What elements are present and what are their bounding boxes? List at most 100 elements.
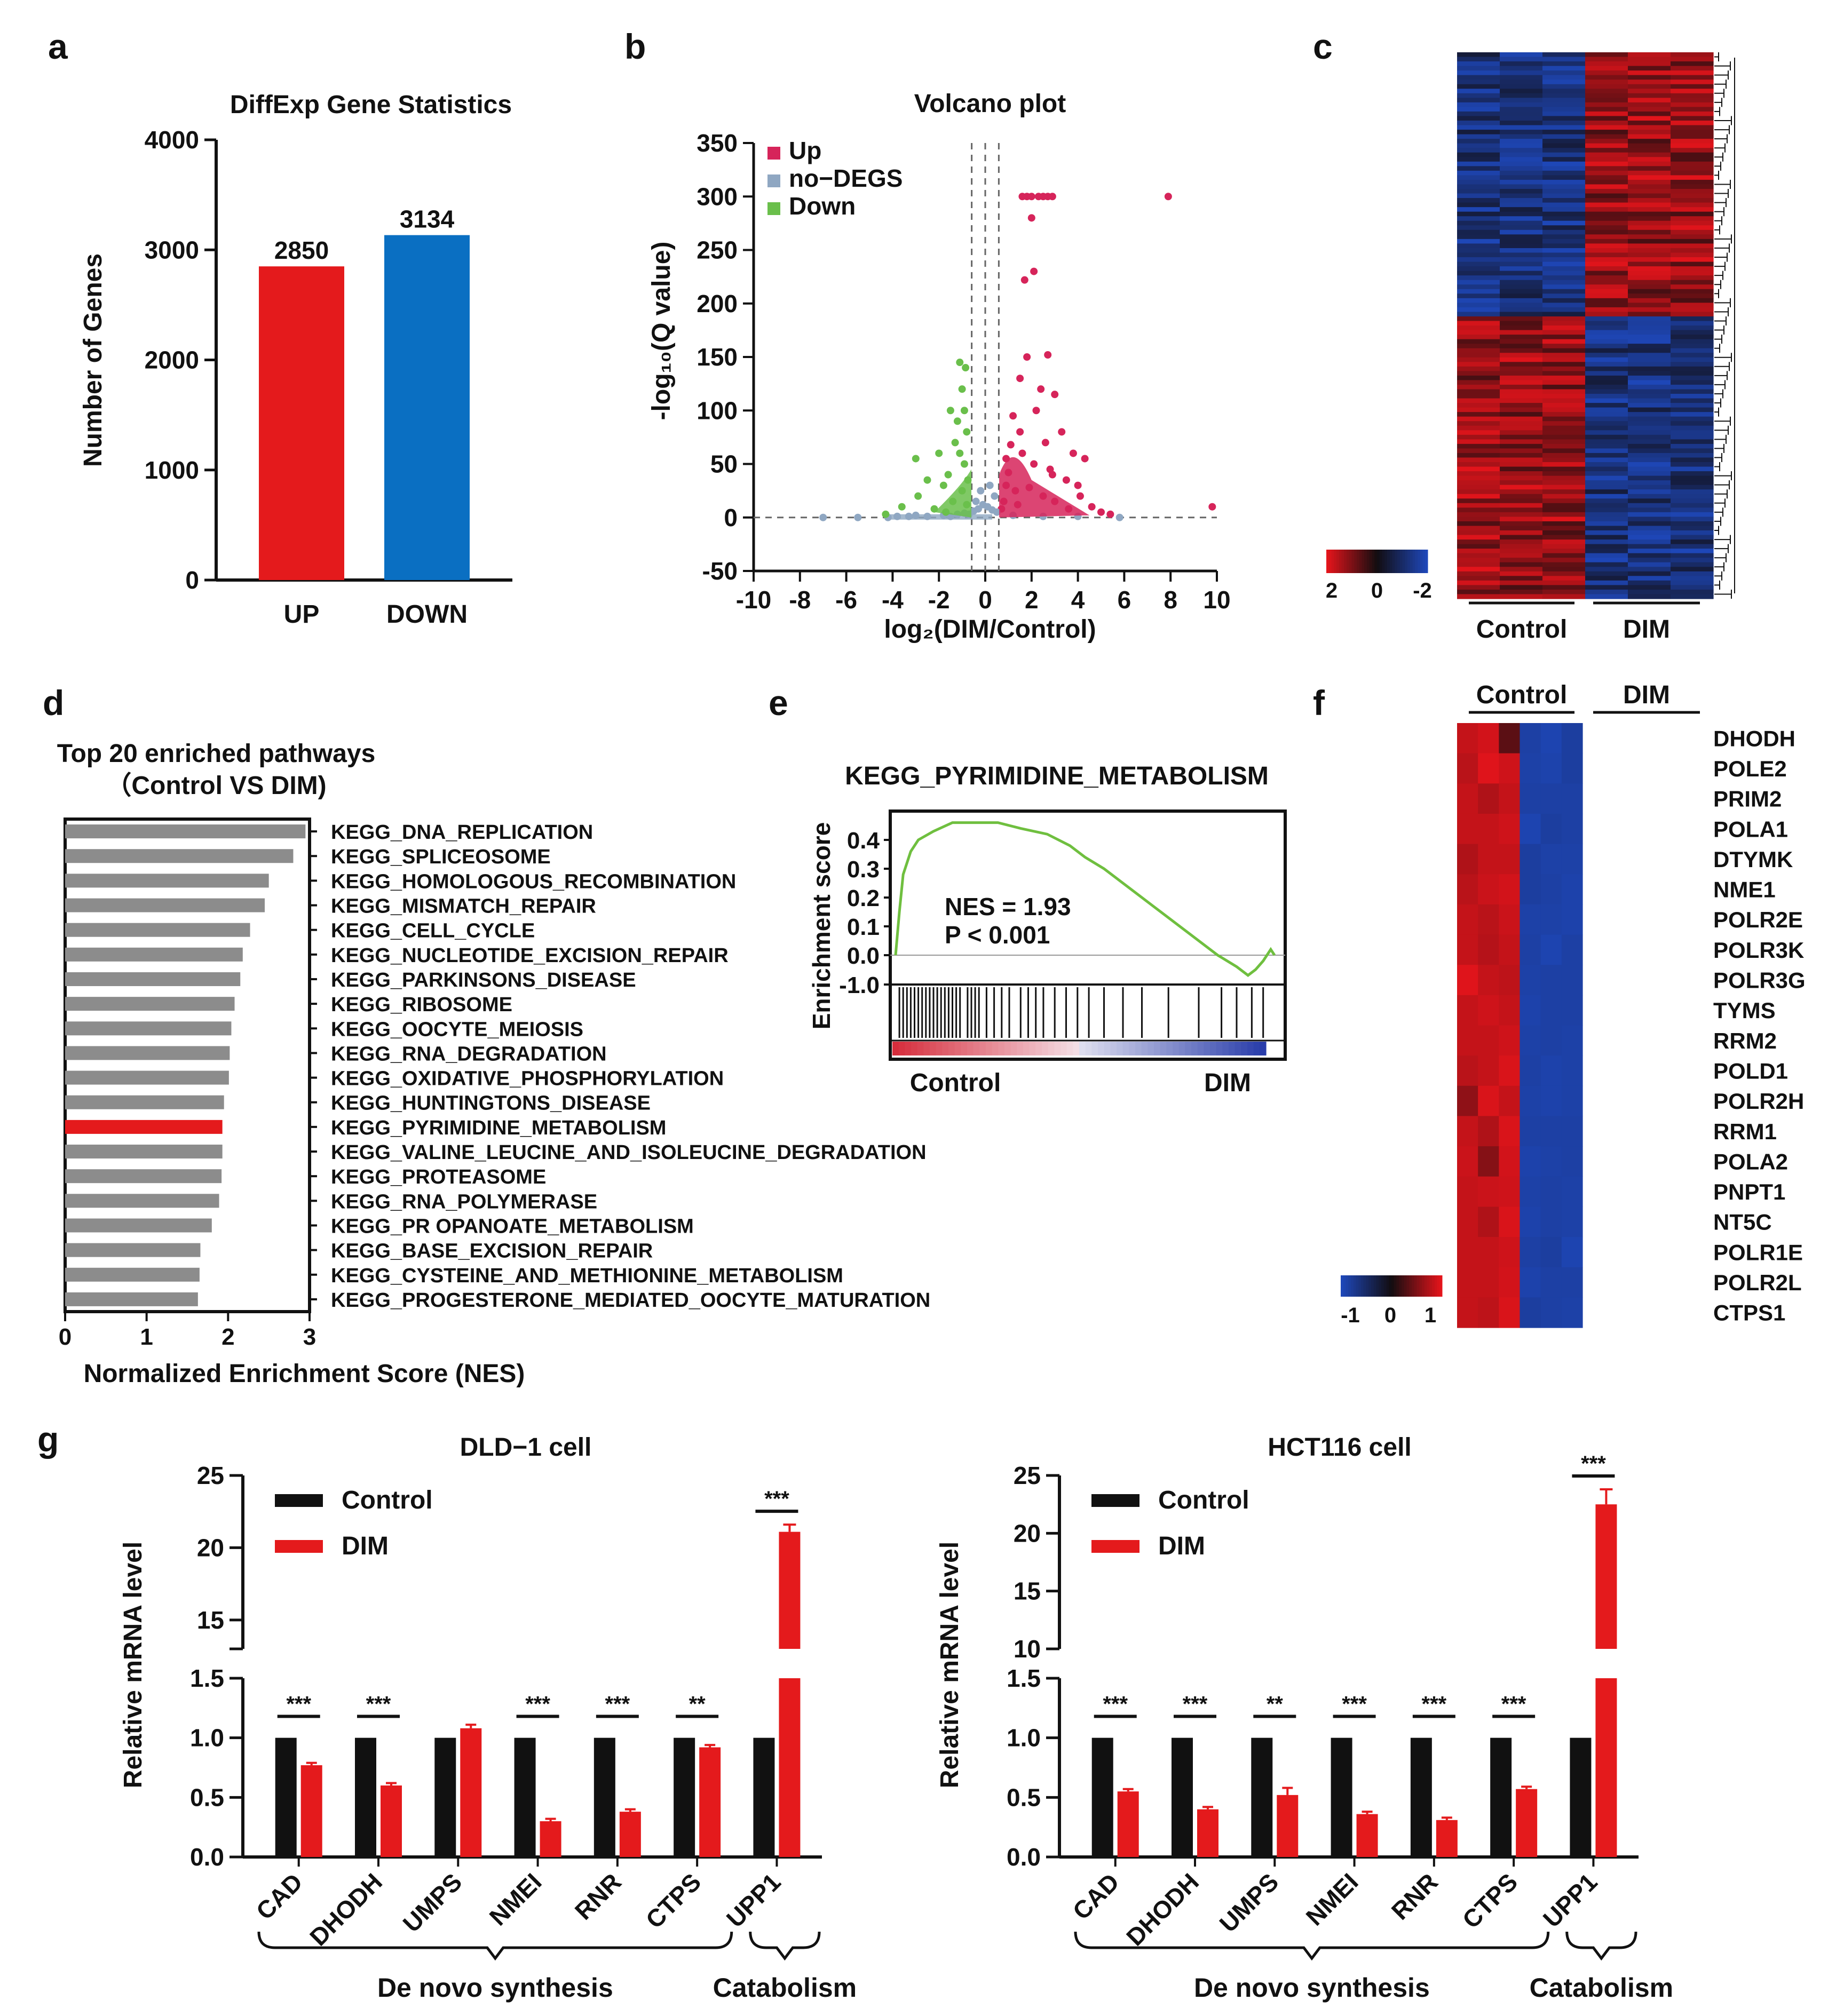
legend-gradient xyxy=(1368,1275,1372,1297)
heatmap-cell xyxy=(1540,723,1562,754)
heatmap-cell xyxy=(1671,93,1714,98)
heatmap-cell xyxy=(1457,107,1500,112)
panel-label-f: f xyxy=(1313,683,1325,723)
heatmap-cell xyxy=(1457,530,1500,536)
rank-gradient xyxy=(1235,1042,1241,1055)
heatmap-cell xyxy=(1542,102,1586,107)
y-tick-label: -1.0 xyxy=(839,972,880,998)
heatmap-cell xyxy=(1499,965,1521,996)
chart-d: Top 20 enriched pathways （Control VS DIM)… xyxy=(57,740,931,1388)
heatmap-cell xyxy=(1457,152,1500,157)
heatmap-cell xyxy=(1542,280,1586,285)
heatmap-cell xyxy=(1628,517,1671,522)
y-tick-label: 0.4 xyxy=(847,828,880,854)
heatmap-cell xyxy=(1478,1055,1499,1086)
heatmap-cell xyxy=(1500,453,1543,458)
heatmap-cell xyxy=(1520,1116,1541,1147)
heatmap-cell xyxy=(1540,813,1562,845)
heatmap-cell xyxy=(1457,398,1500,403)
bar-control xyxy=(1251,1737,1273,1857)
point-Up xyxy=(1074,481,1082,489)
heatmap-cell xyxy=(1628,457,1671,463)
x-tick-label: -10 xyxy=(736,586,771,614)
significance-label: *** xyxy=(286,1692,311,1716)
heatmap-cell xyxy=(1628,107,1671,112)
heatmap-cell xyxy=(1457,344,1500,349)
heatmap-cell xyxy=(1457,139,1500,144)
heatmap-cell xyxy=(1628,161,1671,166)
heatmap-cell xyxy=(1671,425,1714,431)
x-tick-label: -2 xyxy=(928,586,950,614)
heatmap-cell xyxy=(1499,844,1521,875)
y-tick-label: 1.5 xyxy=(1007,1664,1041,1692)
heatmap-cell xyxy=(1628,216,1671,221)
heatmap-cell xyxy=(1457,475,1500,481)
heatmap-cell xyxy=(1585,275,1628,281)
heatmap-cell xyxy=(1628,544,1671,549)
heatmap-cell xyxy=(1585,489,1628,495)
heatmap-cell xyxy=(1585,220,1628,226)
pathway-label: KEGG_OXIDATIVE_PHOSPHORYLATION xyxy=(331,1068,724,1090)
heatmap-cell xyxy=(1671,585,1714,590)
heatmap-cell xyxy=(1457,553,1500,558)
heatmap-cell xyxy=(1585,75,1628,80)
heatmap-cell xyxy=(1500,398,1543,403)
chart-title: DLD−1 cell xyxy=(460,1433,592,1462)
heatmap-cell xyxy=(1585,175,1628,180)
heatmap-cell xyxy=(1500,275,1543,281)
heatmap-cell xyxy=(1500,348,1543,353)
legend-gradient xyxy=(1384,550,1388,573)
rank-gradient xyxy=(1154,1042,1161,1055)
heatmap-cell xyxy=(1500,116,1543,121)
pathway-label: KEGG_HUNTINGTONS_DISEASE xyxy=(331,1092,651,1115)
chart-title: Top 20 enriched pathways xyxy=(57,740,376,768)
heatmap-cell xyxy=(1457,594,1500,599)
heatmap-cell xyxy=(1628,211,1671,217)
heatmap-cell xyxy=(1561,1176,1583,1207)
heatmap-cell xyxy=(1542,121,1586,126)
heatmap-cell xyxy=(1520,1237,1541,1268)
y-tick-label: 200 xyxy=(697,290,738,318)
legend-gradient xyxy=(1396,1275,1399,1297)
legend-gradient xyxy=(1432,1275,1435,1297)
rank-gradient xyxy=(905,1042,912,1055)
x-tick-label: UPP1 xyxy=(1538,1868,1603,1933)
legend-gradient xyxy=(1402,1275,1405,1297)
heatmap-cell xyxy=(1542,330,1586,335)
x-tick-label: 1 xyxy=(140,1324,153,1350)
bar-kegg_cysteine_and_methionine_metabolism xyxy=(65,1267,200,1282)
heatmap-cell xyxy=(1671,298,1714,303)
heatmap-cell xyxy=(1671,453,1714,458)
heatmap-cell xyxy=(1561,1085,1583,1117)
heatmap-cell xyxy=(1628,498,1671,504)
heatmap-cell xyxy=(1628,371,1671,376)
heatmap-cell xyxy=(1585,344,1628,349)
heatmap-cell xyxy=(1542,98,1586,103)
heatmap-cell xyxy=(1585,553,1628,558)
y-tick-label: 2000 xyxy=(145,346,199,374)
heatmap-cell xyxy=(1499,783,1521,814)
bar-kegg_mismatch_repair xyxy=(65,898,265,912)
heatmap-cell xyxy=(1500,576,1543,581)
heatmap-cell xyxy=(1542,225,1586,231)
rank-gradient xyxy=(1185,1042,1192,1055)
heatmap-cell xyxy=(1457,184,1500,189)
heatmap-cell xyxy=(1457,80,1500,85)
heatmap-cell xyxy=(1585,189,1628,194)
heatmap-cell xyxy=(1500,166,1543,171)
legend-gradient xyxy=(1412,1275,1415,1297)
point-Up xyxy=(1058,428,1066,436)
heatmap-cell xyxy=(1500,498,1543,504)
heatmap-cell xyxy=(1540,904,1562,935)
heatmap-cell xyxy=(1585,303,1628,308)
heatmap-cell xyxy=(1457,507,1500,513)
heatmap-cell xyxy=(1542,589,1586,595)
legend-gradient xyxy=(1373,1275,1376,1297)
heatmap-cell xyxy=(1585,170,1628,176)
gene-label: POLA2 xyxy=(1713,1149,1788,1174)
legend-tick-label: 0 xyxy=(1371,579,1383,602)
heatmap-cell xyxy=(1585,403,1628,408)
heatmap-cell xyxy=(1542,562,1586,567)
heatmap-cell xyxy=(1542,494,1586,499)
heatmap-cell xyxy=(1457,1025,1478,1056)
